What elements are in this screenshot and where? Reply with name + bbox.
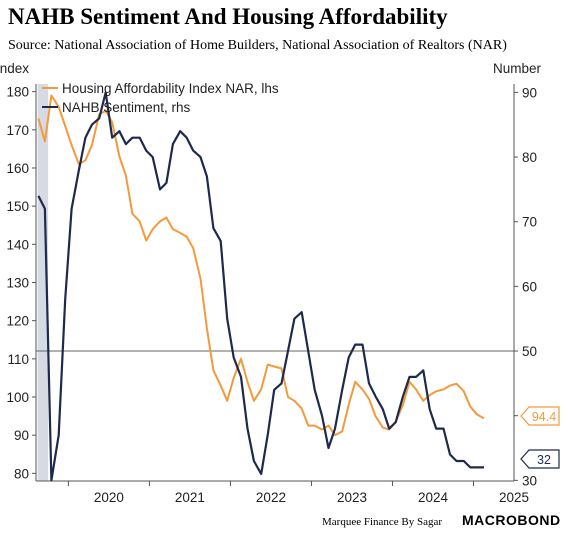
left-tick-label: 150 [6, 199, 29, 214]
series-layer [37, 91, 485, 482]
axes-layer: 8090100110120130140150160170180Index3040… [0, 61, 542, 505]
x-tick-label: 2022 [256, 490, 286, 505]
legend-label: Housing Affordability Index NAR, lhs [62, 81, 279, 96]
left-tick-label: 100 [6, 390, 29, 405]
legend: Housing Affordability Index NAR, lhs NAHB… [42, 81, 279, 115]
x-tick-label: 2023 [337, 490, 367, 505]
right-tick-label: 50 [522, 344, 537, 359]
end-labels-layer: 94.4 32 [520, 406, 560, 469]
right-tick-label: 70 [522, 215, 537, 230]
right-tick-label: 80 [522, 150, 537, 165]
affordability-end-box [520, 406, 560, 426]
right-tick-label: 90 [522, 85, 537, 100]
left-tick-label: 160 [6, 161, 29, 176]
chart-subtitle: Source: National Association of Home Bui… [8, 38, 507, 53]
left-tick-label: 80 [14, 466, 29, 481]
left-tick-label: 180 [6, 85, 29, 100]
right-axis-label: Number [493, 61, 542, 76]
left-tick-label: 90 [14, 428, 29, 443]
chart-title: NAHB Sentiment And Housing Affordability [8, 4, 448, 29]
left-axis-label: Index [0, 61, 29, 76]
right-tick-label: 60 [522, 279, 537, 294]
left-tick-label: 130 [6, 276, 29, 291]
x-tick-label: 2024 [418, 490, 449, 505]
right-tick-label: 30 [522, 473, 537, 488]
affordability-end-label: 94.4 [532, 410, 556, 424]
left-tick-label: 170 [6, 123, 29, 138]
shaded-period [37, 84, 49, 481]
x-tick-label: 2025 [499, 490, 529, 505]
left-tick-label: 110 [7, 352, 29, 367]
legend-label: NAHB Sentiment, rhs [62, 100, 191, 115]
sentiment-end-label: 32 [537, 453, 551, 467]
shaded-period-layer [37, 84, 49, 481]
sentiment-line [37, 91, 484, 482]
affordability-line [37, 94, 485, 437]
brand-logo: MACROBOND [462, 512, 561, 528]
left-tick-label: 120 [6, 314, 29, 329]
left-tick-label: 140 [6, 237, 29, 252]
x-tick-label: 2020 [94, 490, 124, 505]
sentiment-end-box [520, 449, 560, 469]
x-tick-label: 2021 [175, 490, 205, 505]
credit-text: Marquee Finance By Sagar [322, 516, 443, 528]
